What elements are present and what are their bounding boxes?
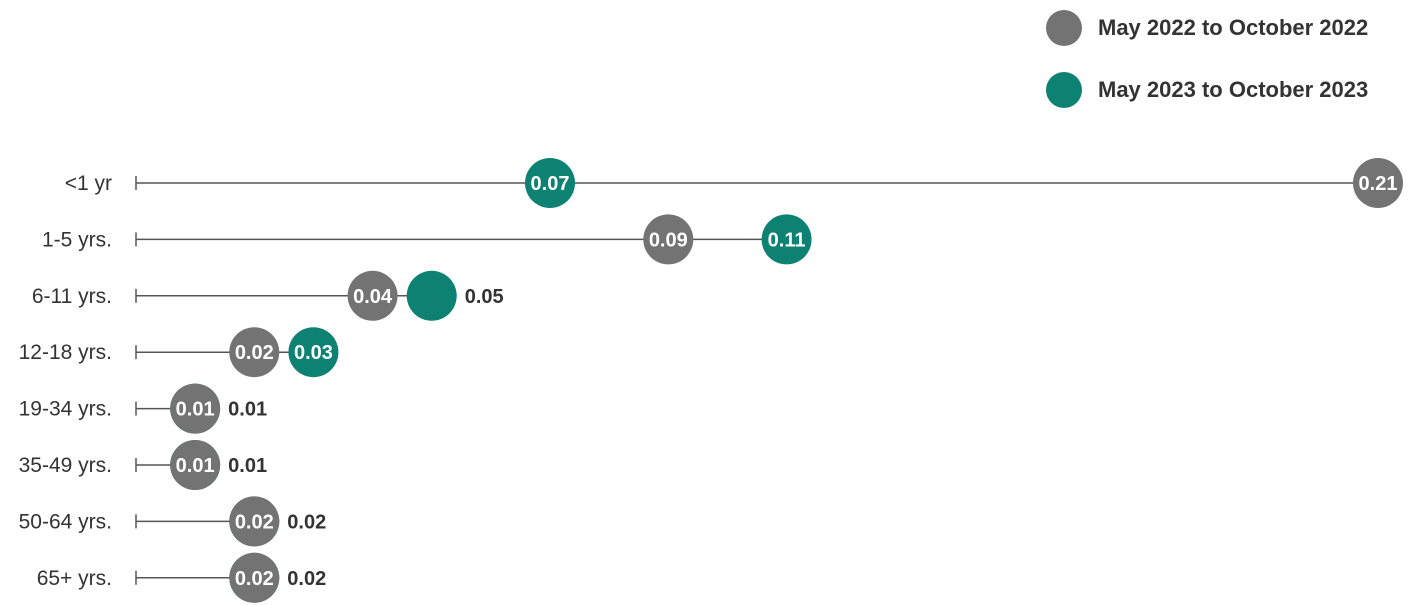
data-label-2023: 0.01	[176, 455, 215, 477]
chart-row: 6-11 yrs. 0.04 0.05	[32, 270, 504, 321]
dot-2023	[525, 158, 575, 208]
data-label-2022: 0.02	[235, 342, 274, 364]
dot-2022	[347, 270, 398, 321]
dot-2022	[170, 383, 221, 434]
legend-swatch-2023	[1046, 72, 1082, 108]
legend-label-2022: May 2022 to October 2022	[1098, 15, 1369, 40]
chart-row: 35-49 yrs. 0.01 0.01	[19, 440, 267, 490]
category-label: 19-34 yrs.	[19, 398, 112, 421]
legend-swatch-2022	[1046, 10, 1082, 46]
chart-row: 50-64 yrs. 0.02 0.02	[19, 496, 326, 547]
dot-2022	[229, 496, 280, 547]
outside-data-label: 0.05	[465, 286, 504, 308]
category-label: <1 yr	[65, 172, 112, 195]
dot-2023	[761, 214, 812, 265]
data-label-2023: 0.03	[294, 342, 333, 364]
dot-2022	[229, 552, 280, 603]
category-label: 35-49 yrs.	[19, 454, 112, 477]
outside-data-label: 0.02	[287, 568, 326, 590]
legend-label-2023: May 2023 to October 2023	[1098, 77, 1369, 102]
legend: May 2022 to October 2022 May 2023 to Oct…	[1046, 10, 1368, 134]
legend-item-2022: May 2022 to October 2022	[1046, 10, 1368, 46]
chart-rows: <1 yr 0.21 0.07 1-5 yrs. 0.09 0.11 6-11 yrs. 0.…	[19, 158, 1403, 603]
chart-row: <1 yr 0.21 0.07	[65, 158, 1403, 208]
category-label: 6-11 yrs.	[32, 285, 112, 308]
dot-2022	[643, 214, 694, 265]
category-label: 50-64 yrs.	[19, 510, 112, 533]
category-label: 1-5 yrs.	[42, 228, 112, 251]
chart-row: 12-18 yrs. 0.02 0.03	[19, 327, 339, 378]
outside-data-label: 0.02	[287, 511, 326, 533]
chart-row: 19-34 yrs. 0.01 0.01	[19, 383, 267, 434]
category-label: 12-18 yrs.	[19, 341, 112, 364]
dot-2023	[288, 327, 339, 378]
data-label-2022: 0.21	[1359, 173, 1398, 195]
data-label-2022: 0.09	[649, 229, 688, 251]
data-label-2023: 0.07	[531, 173, 570, 195]
chart-row: 1-5 yrs. 0.09 0.11	[42, 214, 812, 265]
dot-2023	[406, 270, 457, 321]
outside-data-label: 0.01	[228, 455, 267, 477]
dot-2022	[1353, 158, 1403, 208]
data-label-2022: 0.02	[235, 511, 274, 533]
dot-2022	[170, 440, 221, 490]
outside-data-label: 0.01	[228, 399, 267, 421]
data-label-2023: 0.11	[768, 229, 806, 251]
data-label-2022: 0.02	[235, 568, 274, 590]
chart-row: 65+ yrs. 0.02 0.02	[37, 552, 326, 603]
data-label-2022: 0.04	[353, 286, 393, 308]
dot-2022	[229, 327, 280, 378]
data-label-2022: 0.01	[176, 399, 215, 421]
legend-item-2023: May 2023 to October 2023	[1046, 72, 1368, 108]
category-label: 65+ yrs.	[37, 567, 112, 590]
